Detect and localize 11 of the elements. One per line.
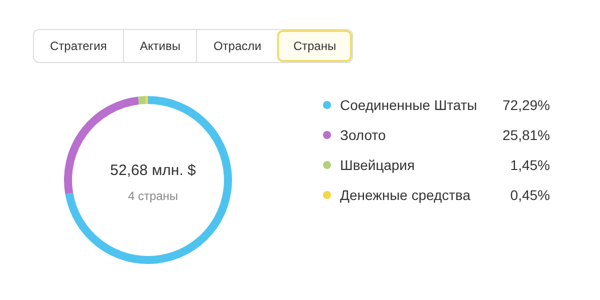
text: 4 страны <box>128 189 178 203</box>
legend-label: Денежные средства <box>340 187 471 203</box>
data-label: 25,81% <box>502 127 550 143</box>
tab-bar: Стратегия Активы Отрасли Страны <box>33 29 354 63</box>
legend-label: Соединенные Штаты <box>340 97 478 113</box>
data-label: 0,45% <box>510 187 550 203</box>
text: 52,68 млн. $ <box>110 162 197 179</box>
data-label: 1,45% <box>510 157 550 173</box>
legend-label: Золото <box>340 127 386 143</box>
legend-label: Швейцария <box>340 157 415 173</box>
data-label: 72,29% <box>502 97 550 113</box>
